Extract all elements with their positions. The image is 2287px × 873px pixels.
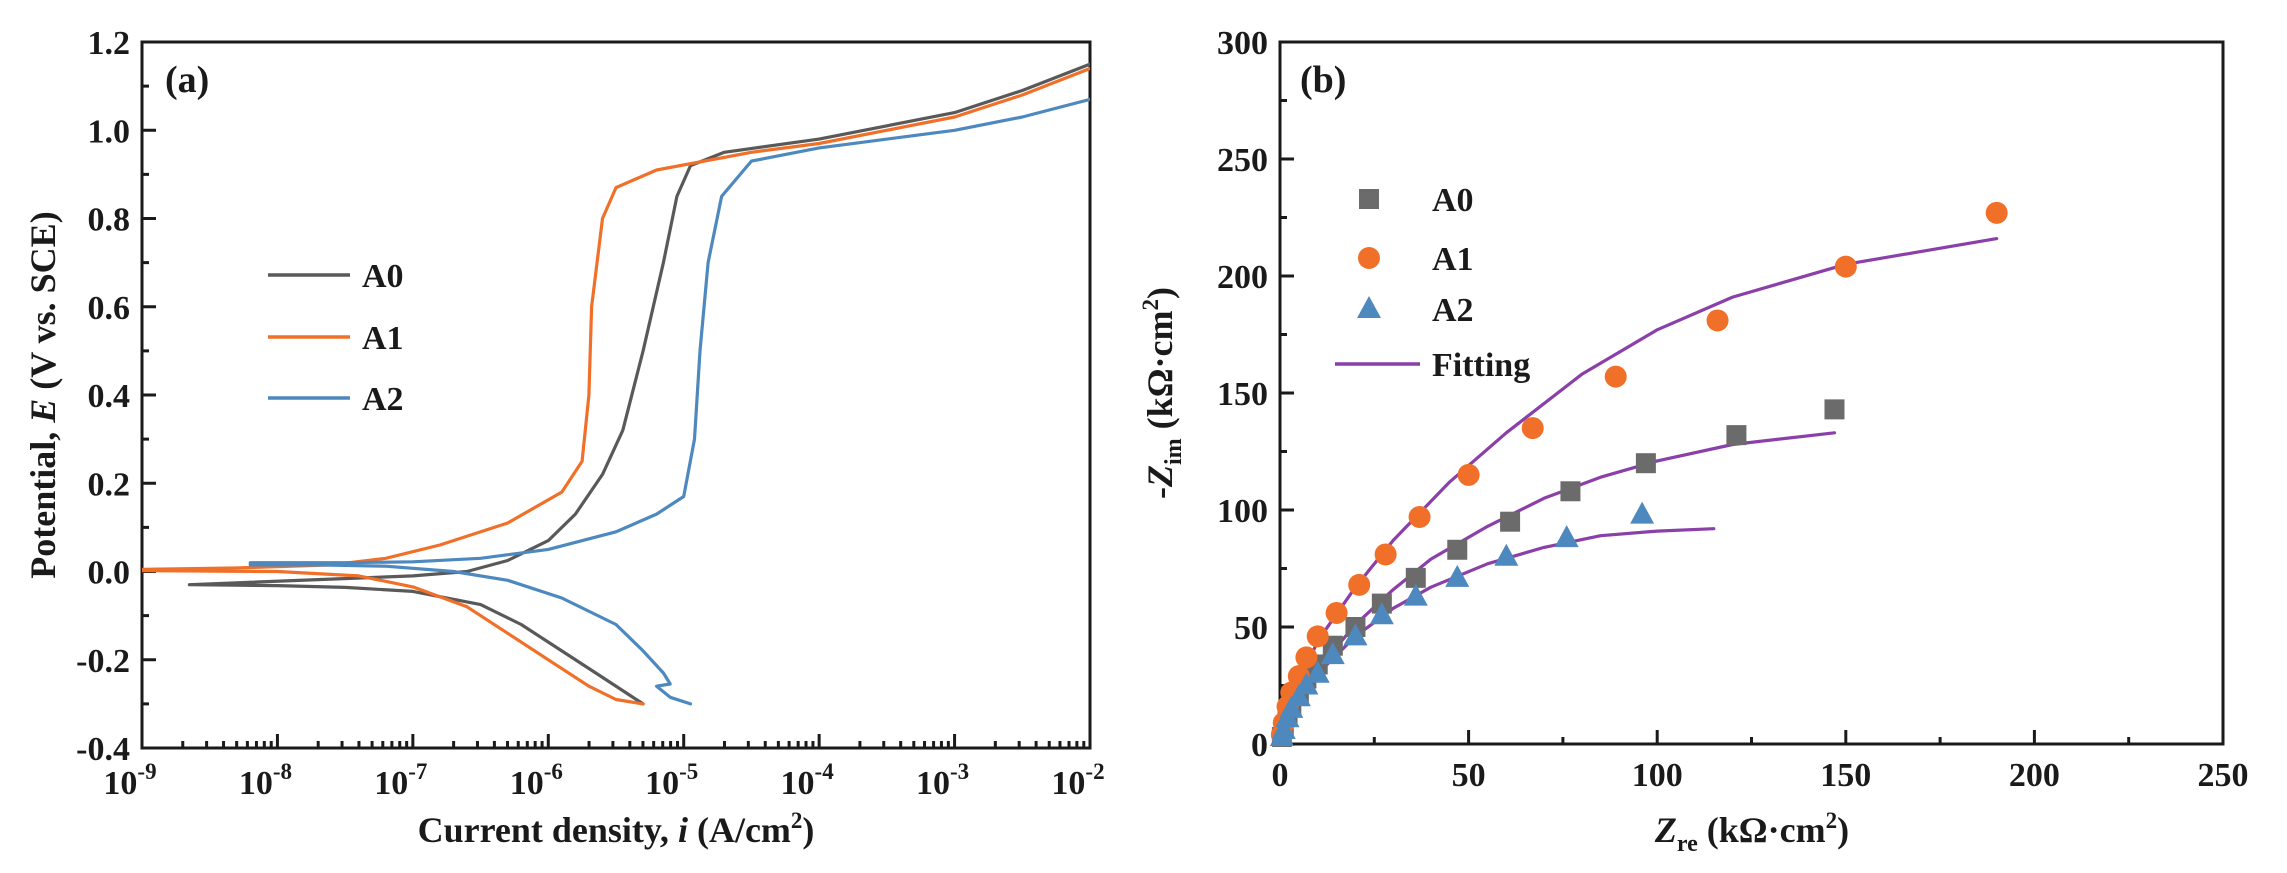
data-point-a0 — [1726, 425, 1747, 446]
y-tick-label: 0.6 — [88, 290, 131, 327]
legend-label-a2: A2 — [362, 381, 404, 418]
x-tick-label: 10-3 — [916, 759, 969, 802]
data-points — [1269, 201, 2008, 747]
panel-tag: (a) — [165, 59, 209, 101]
x-axis-title: Zre (kΩ·cm2) — [1654, 808, 1849, 857]
x-tick-label: 10-5 — [645, 759, 698, 802]
data-point-a2 — [1403, 583, 1428, 606]
y-tick-label: 0.8 — [88, 202, 131, 239]
data-point-a2 — [1554, 525, 1579, 548]
legend-label-a0: A0 — [1432, 182, 1474, 219]
legend-label-a2: A2 — [1432, 292, 1474, 329]
data-point-a0 — [1824, 399, 1845, 420]
y-tick-label: 50 — [1234, 610, 1268, 647]
y-tick-label: 1.2 — [88, 25, 131, 62]
data-point-a2 — [1286, 684, 1311, 707]
legend: A0 A1 A2 — [268, 258, 404, 418]
data-point-a2 — [1279, 695, 1304, 718]
y-tick-label: 150 — [1217, 376, 1268, 413]
series-curve-a2 — [248, 97, 1090, 706]
legend-label-a1: A1 — [362, 320, 404, 357]
data-point-a0 — [1500, 511, 1521, 532]
y-tick-label: 100 — [1217, 493, 1268, 530]
curves — [142, 62, 1090, 706]
data-point-a0 — [1635, 453, 1656, 474]
legend-label-fitting: Fitting — [1432, 347, 1530, 384]
data-point-a0 — [1447, 539, 1468, 560]
series-curve-a0 — [187, 62, 1090, 706]
data-point-a2 — [1445, 564, 1470, 587]
data-point-a1 — [1348, 573, 1371, 596]
x-tick-label: 10-6 — [510, 759, 563, 802]
y-axis-title: Potential, E (V vs. SCE) — [23, 211, 63, 578]
data-point-a1 — [1604, 365, 1627, 388]
y-tick-label: 250 — [1217, 142, 1268, 179]
x-tick-label: 250 — [2198, 757, 2249, 794]
data-point-a1 — [1295, 646, 1318, 669]
x-tick-label: 150 — [1820, 757, 1871, 794]
y-tick-label: 300 — [1217, 25, 1268, 62]
data-point-a2 — [1294, 672, 1319, 695]
data-point-a1 — [1834, 255, 1857, 278]
y-axis-title: -Zim (kΩ·cm2) — [1138, 287, 1187, 499]
y-tick-label: 200 — [1217, 259, 1268, 296]
axis-ticks: 0 50 100 150 200 250 0 50 100 150 200 250 300 — [1217, 25, 2249, 794]
legend: A0 A1 A2 Fitting — [1335, 182, 1530, 384]
x-tick-label: 50 — [1452, 757, 1486, 794]
legend-marker-triangle — [1357, 296, 1381, 318]
legend-marker-square — [1359, 189, 1379, 209]
fit-curves — [1278, 237, 1999, 746]
x-tick-label: 100 — [1632, 757, 1683, 794]
data-point-a1 — [1457, 463, 1480, 486]
data-point-a1 — [1325, 601, 1348, 624]
data-point-a2 — [1320, 642, 1345, 665]
data-point-a2 — [1271, 716, 1296, 739]
data-point-a0 — [1560, 481, 1581, 502]
data-point-a2 — [1305, 660, 1330, 683]
legend-label-a0: A0 — [362, 258, 404, 295]
data-point-a0 — [1405, 567, 1426, 588]
x-tick-label: 10-7 — [374, 759, 427, 802]
x-tick-label: 10-9 — [103, 759, 156, 802]
panel-tag: (b) — [1300, 59, 1346, 101]
x-tick-label: 10-4 — [781, 759, 835, 802]
y-tick-label: -0.4 — [76, 731, 130, 768]
x-tick-label: 10-2 — [1051, 759, 1104, 802]
y-tick-label: -0.2 — [76, 643, 130, 680]
legend-marker-circle — [1358, 247, 1380, 269]
data-point-a1 — [1521, 417, 1544, 440]
y-tick-label: 0.2 — [88, 466, 131, 503]
plot-area-frame — [1278, 40, 2225, 746]
data-point-a2 — [1343, 623, 1368, 646]
x-tick-label: 0 — [1272, 757, 1289, 794]
nyquist-chart: 0 50 100 150 200 250 0 50 100 150 200 250 300 (b) A0… — [1138, 25, 2249, 857]
y-tick-label: 0 — [1251, 727, 1268, 764]
y-tick-label: 1.0 — [88, 113, 131, 150]
data-point-a2 — [1369, 602, 1394, 625]
x-tick-label: 200 — [2009, 757, 2060, 794]
y-tick-label: 0.4 — [88, 378, 131, 415]
data-point-a1 — [1985, 201, 2008, 224]
plot-area-frame — [140, 40, 1092, 750]
data-point-a2 — [1494, 543, 1519, 566]
x-axis-title: Current density, i (A/cm2) — [418, 808, 815, 850]
y-tick-label: 0.0 — [88, 555, 131, 592]
data-point-a1 — [1706, 309, 1729, 332]
series-curve-a1 — [142, 66, 1090, 706]
axis-ticks: 10-9 10-8 10-7 10-6 10-5 10-4 10-3 10-2 -0.4 -0.2… — [76, 25, 1104, 802]
polarization-chart: 10-9 10-8 10-7 10-6 10-5 10-4 10-3 10-2 -0.4 -0.2… — [23, 25, 1105, 850]
data-point-a1 — [1306, 625, 1329, 648]
data-point-a1 — [1408, 506, 1431, 529]
fit-curve-a1 — [1278, 237, 1999, 746]
data-point-a2 — [1630, 501, 1655, 524]
legend-label-a1: A1 — [1432, 241, 1474, 278]
data-point-a1 — [1374, 543, 1397, 566]
x-tick-label: 10-8 — [239, 759, 292, 802]
